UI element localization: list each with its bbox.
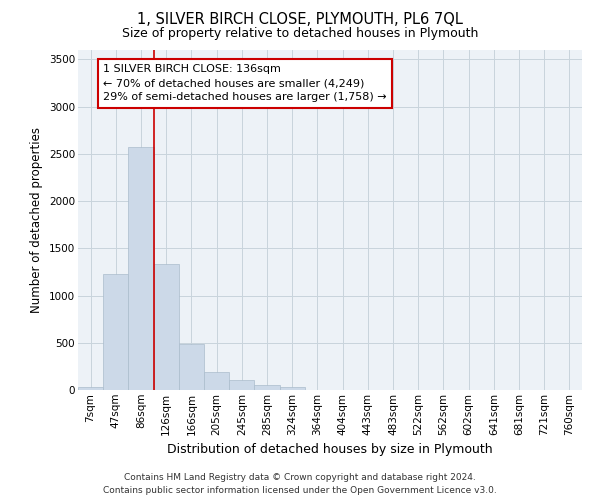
Bar — [179, 344, 204, 390]
Text: Contains HM Land Registry data © Crown copyright and database right 2024.
Contai: Contains HM Land Registry data © Crown c… — [103, 474, 497, 495]
X-axis label: Distribution of detached houses by size in Plymouth: Distribution of detached houses by size … — [167, 443, 493, 456]
Y-axis label: Number of detached properties: Number of detached properties — [31, 127, 43, 313]
Text: 1, SILVER BIRCH CLOSE, PLYMOUTH, PL6 7QL: 1, SILVER BIRCH CLOSE, PLYMOUTH, PL6 7QL — [137, 12, 463, 28]
Bar — [204, 372, 229, 390]
Bar — [128, 148, 154, 390]
Bar — [254, 386, 280, 390]
Bar — [154, 264, 179, 390]
Text: Size of property relative to detached houses in Plymouth: Size of property relative to detached ho… — [122, 28, 478, 40]
Text: 1 SILVER BIRCH CLOSE: 136sqm
← 70% of detached houses are smaller (4,249)
29% of: 1 SILVER BIRCH CLOSE: 136sqm ← 70% of de… — [103, 64, 387, 102]
Bar — [78, 386, 103, 390]
Bar — [229, 380, 254, 390]
Bar — [280, 387, 305, 390]
Bar — [103, 274, 128, 390]
